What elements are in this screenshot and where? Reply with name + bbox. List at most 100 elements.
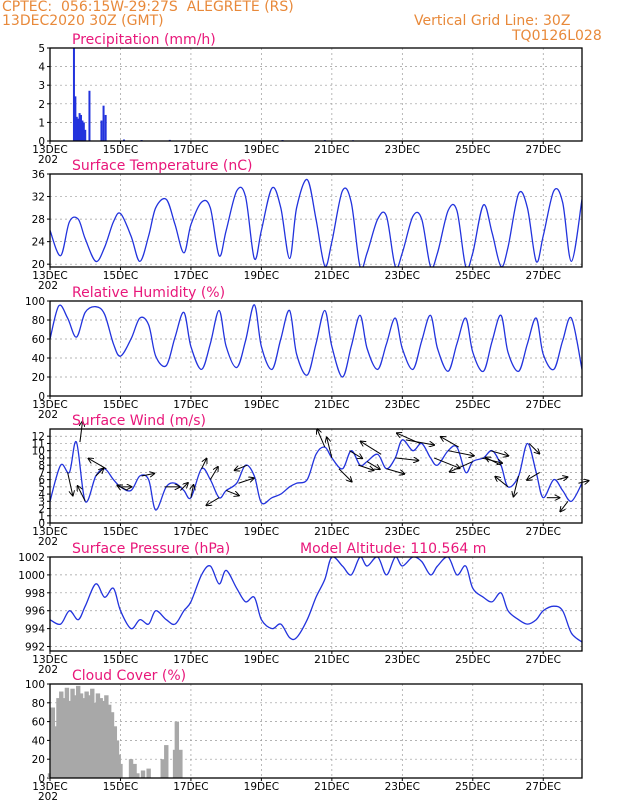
- wind-xtick-label: 23DEC: [385, 526, 420, 538]
- header-date: 13DEC2020 30Z (GMT): [2, 13, 164, 29]
- wind-ytick-label: 4: [38, 489, 45, 501]
- wind-title: Surface Wind (m/s): [72, 413, 206, 429]
- rh-xtick-label: 21DEC: [314, 399, 349, 411]
- wind-ytick-label: 5: [38, 482, 45, 494]
- wind-arrow: [433, 457, 460, 468]
- temp-title: Surface Temperature (nC): [72, 158, 253, 174]
- precip-xtick-label: 27DEC: [526, 144, 561, 156]
- precip-bar: [75, 116, 78, 141]
- cloud-area-bar: [174, 721, 180, 778]
- cloud-area-bar: [164, 745, 169, 778]
- cloud-area-bar: [90, 688, 95, 778]
- precip-xtick-sub: 202: [38, 154, 58, 166]
- wind-xtick-sub: 202: [38, 536, 58, 548]
- cloud-area-bar: [98, 698, 103, 778]
- precip-bar: [100, 120, 103, 141]
- cloud-area-bar: [178, 749, 183, 778]
- rh-xtick-label: 17DEC: [173, 399, 208, 411]
- precip-xtick-label: 23DEC: [385, 144, 420, 156]
- wind-arrow: [209, 467, 218, 480]
- wind-arrow: [180, 483, 188, 491]
- wind-xtick-label: 13DEC: [32, 526, 67, 538]
- wind-xtick-label: 17DEC: [173, 526, 208, 538]
- wind-arrow: [386, 468, 404, 474]
- cloud-area-bar: [160, 759, 165, 778]
- rh-frame: [49, 300, 583, 397]
- wind-arrow: [527, 471, 540, 480]
- wind-ytick-label: 10: [32, 446, 45, 458]
- precip-bar: [77, 118, 80, 141]
- wind-xtick-label: 27DEC: [526, 526, 561, 538]
- cloud-xtick-label: 25DEC: [455, 781, 490, 793]
- cloud-ytick-label: 100: [25, 679, 45, 691]
- wind-arrow: [206, 497, 220, 506]
- precip-bar: [81, 120, 84, 141]
- wind-arrow: [448, 450, 474, 456]
- pres-subtitle: Model Altitude: 110.564 m: [300, 541, 486, 557]
- precip-ytick-label: 3: [38, 80, 45, 92]
- wind-arrow: [117, 485, 128, 491]
- cloud-xtick-sub: 202: [38, 791, 58, 800]
- wind-arrow: [560, 501, 569, 511]
- pres-ytick-label: 994: [25, 624, 45, 636]
- temp-xtick-label: 13DEC: [32, 270, 67, 282]
- precip-xtick-label: 17DEC: [173, 144, 208, 156]
- temp-ytick-label: 20: [32, 259, 45, 271]
- wind-arrow: [405, 439, 435, 445]
- cloud-area-bar: [146, 768, 151, 778]
- wind-ytick-label: 2: [38, 504, 45, 516]
- precip-xtick-label: 15DEC: [103, 144, 138, 156]
- wind-ytick-label: 12: [32, 431, 45, 443]
- wind-ytick-label: 9: [38, 453, 45, 465]
- wind-ytick-label: 0: [38, 518, 45, 530]
- cloud-xtick-label: 27DEC: [526, 781, 561, 793]
- precip-xtick-label: 21DEC: [314, 144, 349, 156]
- cloud-area-bar: [92, 702, 98, 778]
- pres-xtick-label: 17DEC: [173, 654, 208, 666]
- wind-ytick-label: 1: [38, 511, 45, 523]
- pres-xtick-label: 27DEC: [526, 654, 561, 666]
- cloud-area-bar: [73, 695, 78, 778]
- wind-arrow: [317, 429, 326, 448]
- pres-frame: [49, 556, 583, 652]
- rh-xtick-label: 23DEC: [385, 399, 420, 411]
- wind-arrow: [490, 450, 508, 456]
- temp-xtick-label: 19DEC: [244, 270, 279, 282]
- rh-xtick-label: 13DEC: [32, 399, 67, 411]
- temp-ytick-label: 32: [32, 192, 45, 204]
- wind-ytick-label: 3: [38, 496, 45, 508]
- wind-arrow: [201, 458, 206, 469]
- cloud-ytick-label: 20: [32, 754, 45, 766]
- temp-xtick-label: 21DEC: [314, 270, 349, 282]
- wind-arrow: [440, 437, 459, 448]
- precip-xtick-label: 13DEC: [32, 144, 67, 156]
- cloud-area-bar: [87, 695, 92, 778]
- temp-xtick-label: 25DEC: [455, 270, 490, 282]
- cloud-area-bar: [132, 763, 137, 778]
- wind-arrow: [327, 437, 333, 459]
- wind-arrow: [234, 464, 248, 470]
- cloud-area-bar: [95, 693, 101, 778]
- wind-ytick-label: 8: [38, 460, 45, 472]
- cloud-title: Cloud Cover (%): [72, 668, 186, 684]
- cloud-area-bar: [118, 763, 123, 778]
- wind-arrow: [578, 481, 588, 484]
- pres-xtick-label: 13DEC: [32, 654, 67, 666]
- rh-ytick-label: 20: [32, 372, 45, 384]
- pres-title: Surface Pressure (hPa): [72, 541, 230, 557]
- wind-arrow: [95, 468, 104, 477]
- cloud-area-bar: [101, 700, 106, 778]
- wind-arrow: [141, 473, 155, 476]
- precip-bar: [72, 48, 75, 141]
- cloud-xtick-label: 23DEC: [385, 781, 420, 793]
- pres-series-line: [50, 557, 582, 643]
- cloud-area-bar: [140, 770, 146, 778]
- temp-ytick-label: 24: [32, 237, 46, 249]
- wind-arrow: [338, 468, 352, 482]
- wind-arrow: [495, 476, 509, 488]
- wind-xtick-label: 21DEC: [314, 526, 349, 538]
- wind-arrow: [358, 464, 374, 470]
- wind-arrow: [349, 450, 362, 459]
- cloud-area-bar: [109, 712, 115, 778]
